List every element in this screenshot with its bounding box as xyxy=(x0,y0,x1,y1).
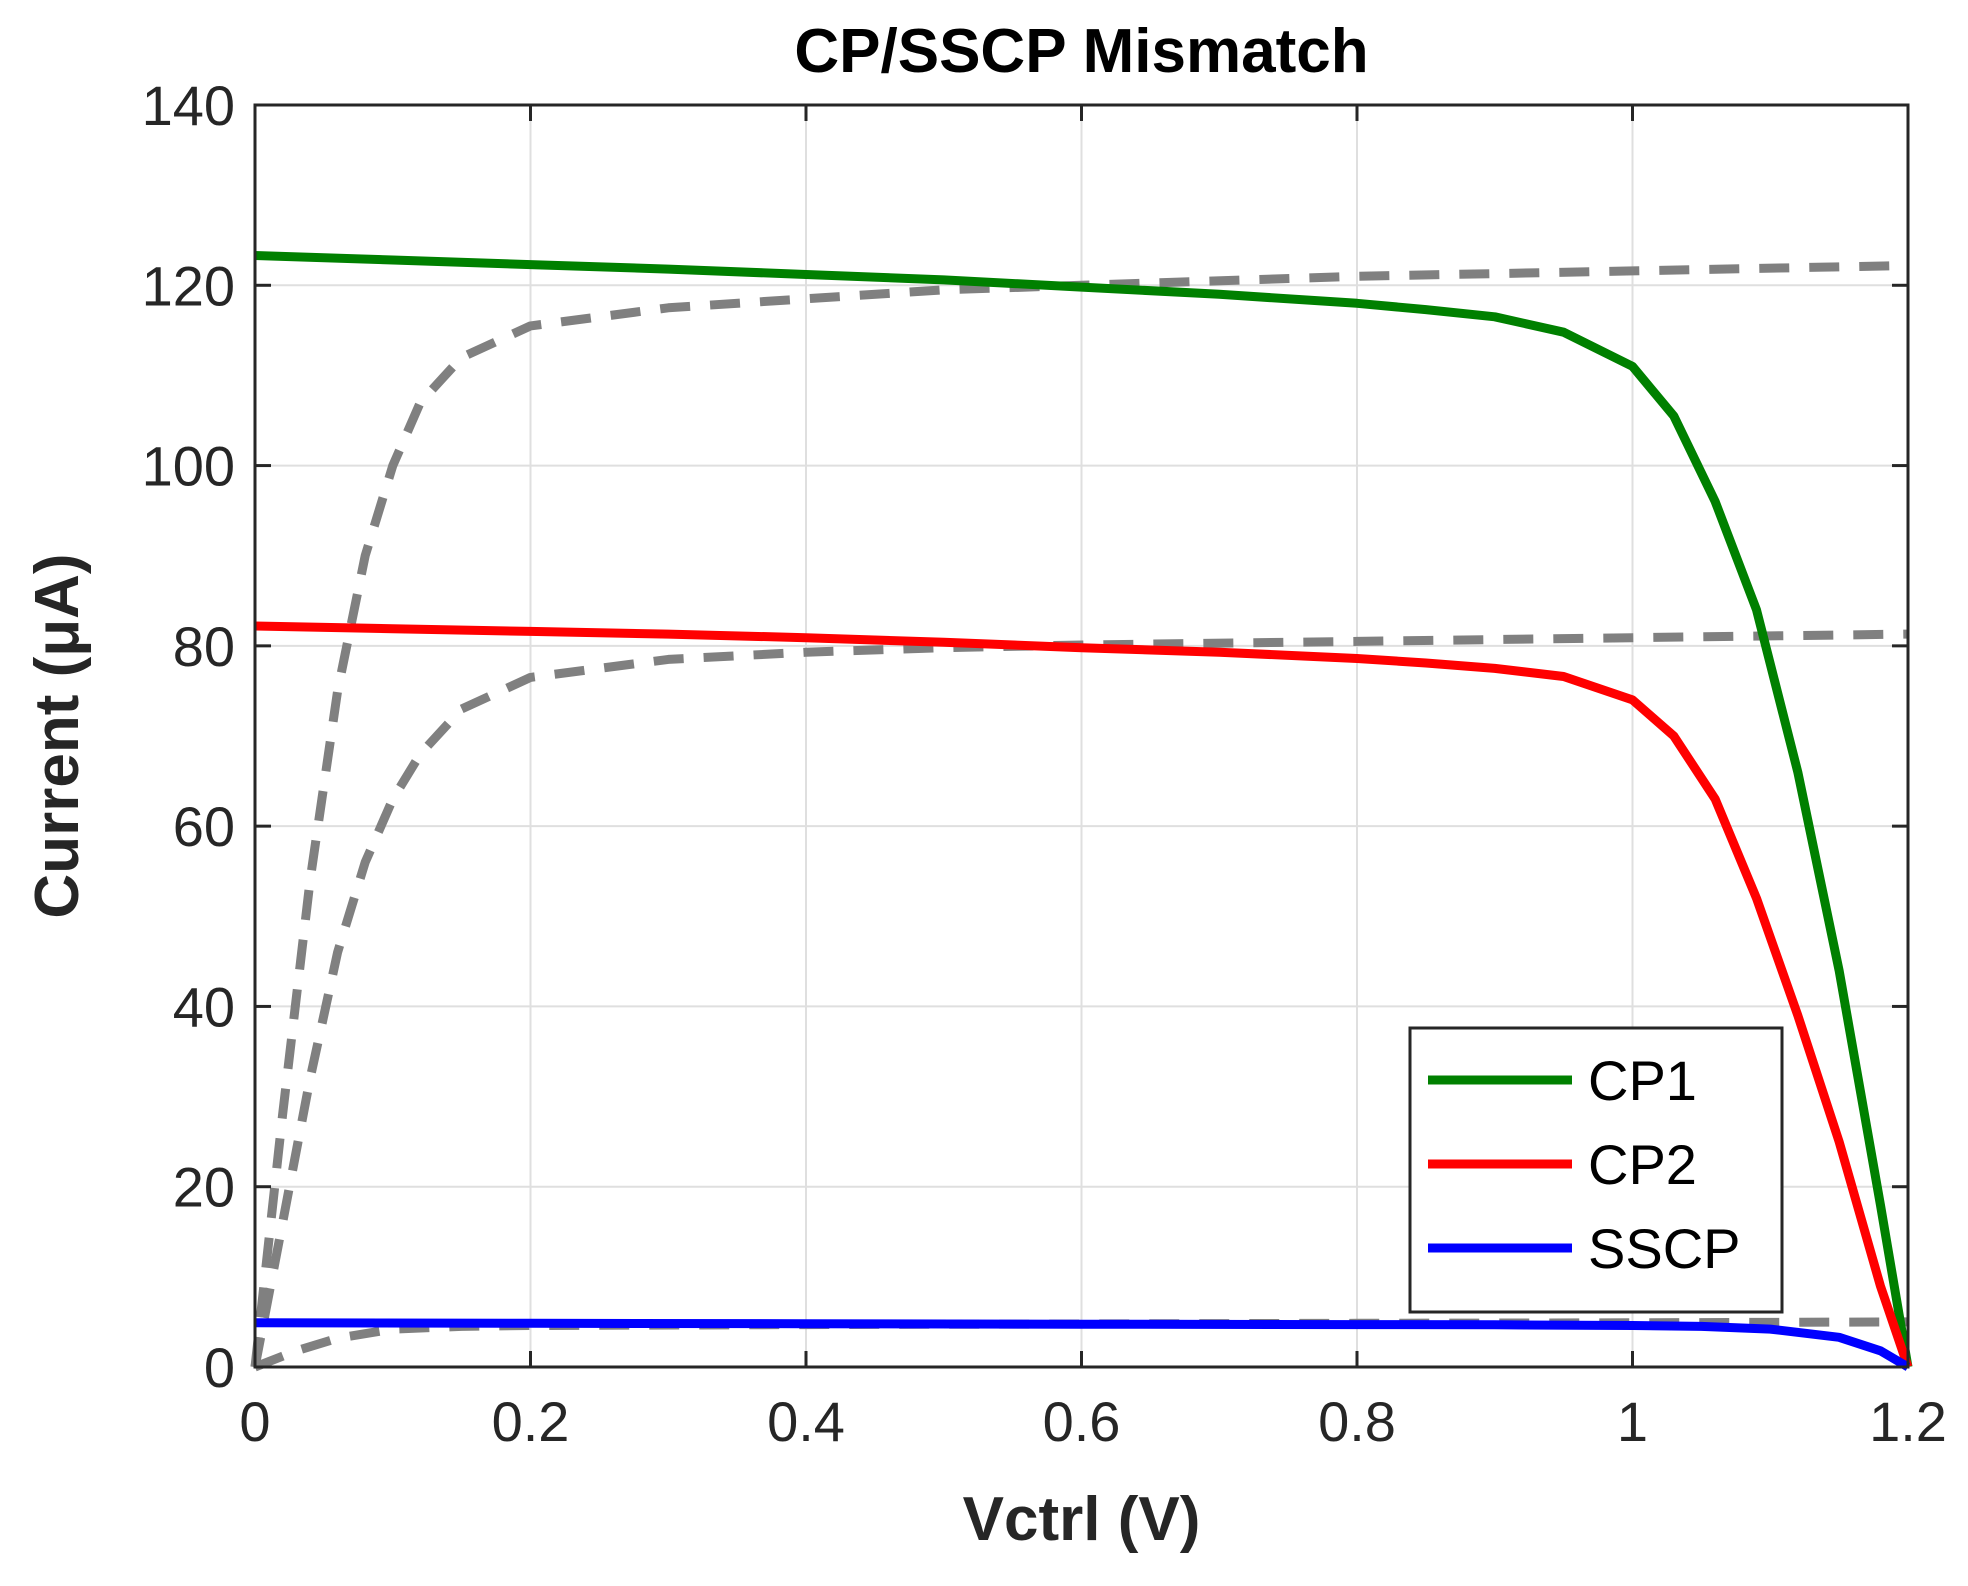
legend: CP1 CP2 SSCP xyxy=(1408,1026,1784,1314)
x-tick-label: 1 xyxy=(1617,1390,1648,1453)
series-line-sscp-reference xyxy=(253,1317,1909,1372)
x-tick-label: 0 xyxy=(239,1390,270,1453)
series-group xyxy=(250,251,1913,1372)
legend-label-cp1: CP1 xyxy=(1588,1049,1697,1112)
tick-labels-group: 0 0.2 0.4 0.6 0.8 1 1.2 0 20 40 60 80 100 120 140 xyxy=(142,74,1947,1453)
chart-title: CP/SSCP Mismatch xyxy=(794,17,1368,86)
series-line-cp2-reference xyxy=(250,629,1909,1368)
legend-label-cp2: CP2 xyxy=(1588,1133,1697,1196)
y-tick-label: 60 xyxy=(173,795,235,858)
y-tick-label: 20 xyxy=(173,1156,235,1219)
legend-label-sscp: SSCP xyxy=(1588,1217,1741,1280)
x-tick-label: 1.2 xyxy=(1869,1390,1947,1453)
y-tick-label: 40 xyxy=(173,975,235,1038)
y-axis-label: Current (μA) xyxy=(23,553,92,918)
x-tick-label: 0.4 xyxy=(767,1390,845,1453)
y-tick-label: 0 xyxy=(204,1336,235,1399)
legend-box xyxy=(1408,1026,1784,1314)
plot-frame xyxy=(253,103,1910,1369)
y-tick-label: 140 xyxy=(142,74,235,137)
series-line-cp2 xyxy=(254,621,1913,1369)
x-tick-label: 0.6 xyxy=(1043,1390,1121,1453)
series-line-cp1 xyxy=(254,251,1913,1368)
y-tick-label: 80 xyxy=(173,615,235,678)
x-tick-label: 0.2 xyxy=(492,1390,570,1453)
series-line-sscp xyxy=(254,1318,1911,1371)
y-tick-label: 120 xyxy=(142,254,235,317)
x-tick-label: 0.8 xyxy=(1318,1390,1396,1453)
y-tick-label: 100 xyxy=(142,435,235,498)
x-axis-label: Vctrl (V) xyxy=(963,1485,1201,1554)
series-line-cp1-reference xyxy=(250,261,1909,1368)
